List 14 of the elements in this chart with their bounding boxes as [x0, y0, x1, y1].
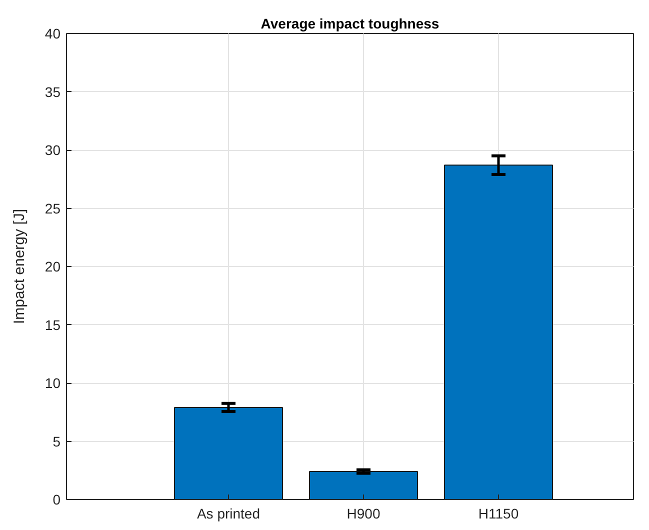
x-tick-label: As printed — [196, 506, 260, 522]
y-tick-label: 35 — [44, 84, 61, 100]
y-tick-label: 10 — [44, 375, 61, 391]
y-tick-label: 30 — [44, 142, 61, 158]
y-tick-label: 15 — [44, 316, 61, 333]
y-tick-label: 25 — [44, 200, 61, 216]
y-tick-label: 5 — [52, 433, 61, 450]
chart-title: Average impact toughness — [260, 16, 440, 32]
y-tick-label: 20 — [44, 258, 61, 274]
y-tick-label: 0 — [52, 492, 61, 508]
y-axis-title: Impact energy [J] — [10, 208, 28, 324]
x-tick-label: H1150 — [478, 506, 519, 522]
x-tick-label: H900 — [346, 506, 380, 522]
y-tick-label: 40 — [44, 26, 61, 42]
